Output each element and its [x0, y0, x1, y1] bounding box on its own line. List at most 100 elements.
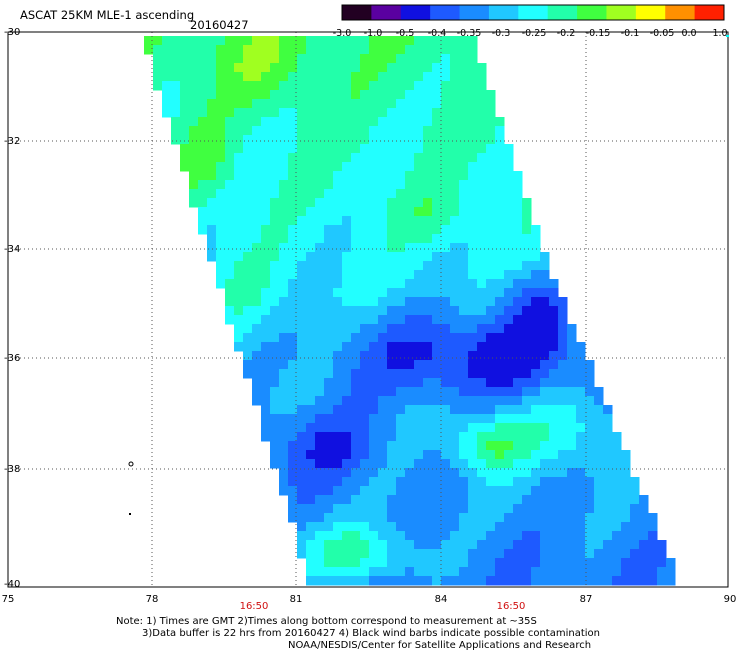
swath-cell [306, 207, 316, 217]
swath-cell [261, 153, 271, 163]
swath-cell [459, 360, 469, 370]
swath-cell [441, 486, 451, 496]
swath-cell [513, 333, 523, 343]
swath-cell [621, 495, 631, 505]
swath-cell [441, 279, 451, 289]
swath-cell [468, 135, 478, 145]
swath-cell [342, 378, 352, 388]
swath-cell [594, 459, 604, 469]
swath-cell [180, 90, 190, 100]
swath-cell [396, 54, 406, 64]
swath-cell [423, 531, 433, 541]
swath-cell [324, 558, 334, 568]
swath-cell [585, 387, 595, 397]
swath-cell [333, 306, 343, 316]
swath-cell [513, 477, 523, 487]
swath-cell [405, 279, 415, 289]
swath-cell [549, 297, 559, 307]
swath-cell [459, 387, 469, 397]
swath-cell [243, 45, 253, 55]
swath-cell [342, 567, 352, 577]
swath-cell [468, 549, 478, 559]
swath-cell [450, 153, 460, 163]
swath-cell [585, 495, 595, 505]
swath-cell [432, 459, 442, 469]
swath-cell [396, 72, 406, 82]
swath-cell [450, 144, 460, 154]
swath-cell [261, 279, 271, 289]
swath-cell [387, 216, 397, 226]
swath-cell [531, 549, 541, 559]
swath-cell [630, 495, 640, 505]
swath-cell [666, 558, 676, 568]
swath-cell [234, 261, 244, 271]
swath-cell [225, 117, 235, 127]
swath-cell [270, 261, 280, 271]
swath-cell [279, 108, 289, 118]
swath-cell [459, 99, 469, 109]
swath-cell [279, 441, 289, 451]
swath-cell [450, 378, 460, 388]
swath-cell [324, 135, 334, 145]
swath-cell [378, 252, 388, 262]
swath-cell [279, 54, 289, 64]
swath-cell [225, 135, 235, 145]
swath-cell [216, 54, 226, 64]
swath-cell [522, 459, 532, 469]
swath-cell [405, 81, 415, 91]
swath-cell [270, 117, 280, 127]
swath-cell [396, 162, 406, 172]
swath-cell [342, 117, 352, 127]
swath-cell [531, 495, 541, 505]
swath-cell [396, 198, 406, 208]
note-line-1: Note: 1) Times are GMT 2)Times along bot… [116, 616, 537, 627]
swath-cell [468, 81, 478, 91]
swath-cell [378, 522, 388, 532]
swath-cell [477, 198, 487, 208]
swath-cell [441, 576, 451, 586]
swath-cell [477, 567, 487, 577]
swath-cell [180, 126, 190, 136]
swath-cell [495, 189, 505, 199]
swath-cell [540, 270, 550, 280]
swath-cell [522, 450, 532, 460]
swath-cell [270, 432, 280, 442]
time-label: 16:50 [239, 601, 269, 612]
swath-cell [495, 432, 505, 442]
swath-cell [243, 333, 253, 343]
swath-cell [531, 486, 541, 496]
swath-cell [612, 531, 622, 541]
swath-cell [324, 162, 334, 172]
swath-cell [450, 90, 460, 100]
swath-cell [405, 117, 415, 127]
swath-cell [612, 549, 622, 559]
swath-cell [360, 513, 370, 523]
swath-cell [306, 36, 316, 46]
swath-cell [324, 351, 334, 361]
swath-cell [216, 126, 226, 136]
swath-cell [504, 567, 514, 577]
swath-cell [324, 486, 334, 496]
swath-cell [495, 207, 505, 217]
swath-cell [459, 378, 469, 388]
swath-cell [531, 288, 541, 298]
swath-cell [495, 495, 505, 505]
swath-cell [495, 144, 505, 154]
swath-cell [315, 180, 325, 190]
swath-cell [558, 369, 568, 379]
swath-cell [567, 540, 577, 550]
swath-cell [306, 72, 316, 82]
swath-cell [270, 180, 280, 190]
swath-cell [513, 351, 523, 361]
swath-cell [423, 261, 433, 271]
swath-cell [378, 450, 388, 460]
swath-cell [162, 99, 172, 109]
swath-cell [567, 441, 577, 451]
swath-cell [342, 36, 352, 46]
swath-cell [288, 369, 298, 379]
swath-cell [423, 171, 433, 181]
swath-cell [189, 54, 199, 64]
colorbar-segment [488, 5, 519, 20]
swath-cell [558, 576, 568, 586]
swath-cell [549, 441, 559, 451]
